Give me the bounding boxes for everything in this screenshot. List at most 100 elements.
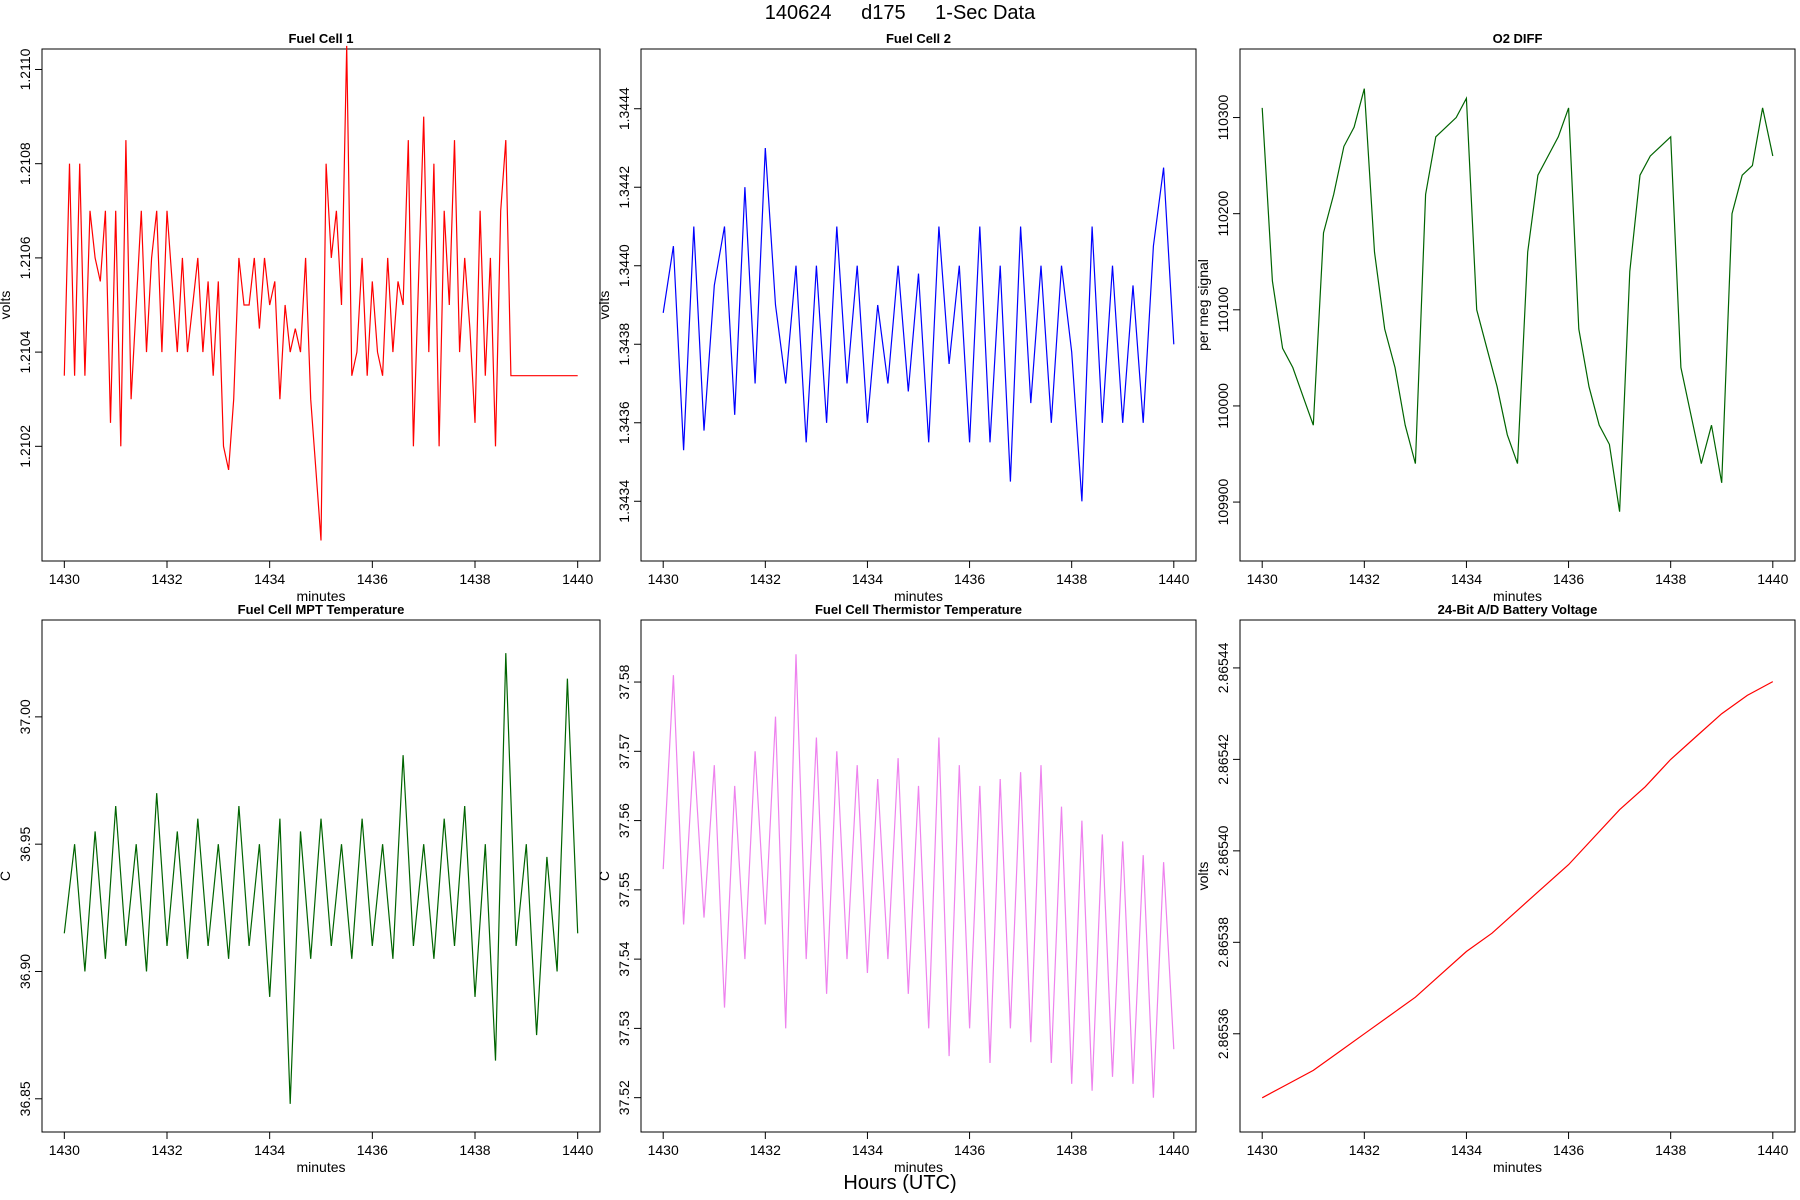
x-tick-label: 1430: [1247, 571, 1278, 587]
y-tick-label: 1.2108: [17, 142, 33, 185]
x-tick-label: 1440: [1757, 1142, 1788, 1158]
y-tick-label: 2.86538: [1215, 917, 1231, 968]
chart-panel-5: Fuel Cell Thermistor Temperature 1430 1432…: [596, 602, 1197, 1175]
y-axis-label: volts: [596, 291, 612, 320]
y-tick-label: 2.86540: [1215, 825, 1231, 876]
x-axis-label: minutes: [1493, 1159, 1542, 1175]
plot-frame: [1239, 619, 1796, 1133]
chart-title: Fuel Cell 1: [288, 31, 353, 46]
y-tick-label: 36.85: [17, 1081, 33, 1116]
x-tick-label: 1434: [1451, 1142, 1482, 1158]
x-axis-label: minutes: [296, 1159, 345, 1175]
figure-title: 140624 d175 1-Sec Data: [0, 2, 1800, 25]
x-tick-label: 1434: [852, 571, 883, 587]
y-tick-label: 36.95: [17, 826, 33, 861]
plot-frame: [41, 619, 601, 1133]
x-axis-label: minutes: [894, 1159, 943, 1175]
x-tick-label: 1432: [1349, 571, 1380, 587]
x-tick-label: 1436: [357, 571, 388, 587]
figure-title-date: 140624: [764, 2, 832, 24]
x-tick-label: 1438: [1056, 571, 1087, 587]
y-tick-label: 37.52: [616, 1080, 632, 1115]
x-tick-label: 1440: [1158, 1142, 1189, 1158]
y-tick-label: 37.54: [616, 941, 632, 976]
x-axis-label: minutes: [1493, 588, 1542, 604]
y-tick-label: 2.86542: [1215, 734, 1231, 785]
y-axis-label: C: [0, 871, 13, 881]
x-tick-label: 1438: [1655, 571, 1686, 587]
y-tick-label: 37.55: [616, 872, 632, 907]
x-tick-label: 1436: [1553, 1142, 1584, 1158]
x-tick-label: 1436: [954, 1142, 985, 1158]
y-tick-label: 1.3444: [616, 87, 632, 130]
x-tick-label: 1432: [1349, 1142, 1380, 1158]
y-tick-label: 1.3442: [616, 166, 632, 209]
y-tick-label: 37.56: [616, 803, 632, 838]
y-axis-label: per meg signal: [1195, 259, 1211, 351]
chart-panel-3: O2 DIFF 1430 1432 1434 1436 1438 1440 minutes 10…: [1195, 31, 1796, 604]
x-tick-label: 1434: [1451, 571, 1482, 587]
x-tick-label: 1432: [750, 1142, 781, 1158]
x-tick-label: 1436: [954, 571, 985, 587]
chart-title: Fuel Cell MPT Temperature: [238, 602, 405, 617]
x-tick-label: 1440: [1158, 571, 1189, 587]
chart-panel-6: 24-Bit A/D Battery Voltage 1430 1432 1434 14…: [1195, 602, 1796, 1175]
y-tick-label: 37.53: [616, 1011, 632, 1046]
y-tick-label: 37.58: [616, 664, 632, 699]
y-tick-label: 110100: [1215, 287, 1231, 333]
x-tick-label: 1436: [357, 1142, 388, 1158]
y-tick-label: 110200: [1215, 191, 1231, 237]
chart-title: O2 DIFF: [1493, 31, 1543, 46]
y-axis-label: volts: [1195, 862, 1211, 891]
figure-x-caption: Hours (UTC): [843, 1172, 957, 1194]
chart-panel-4: Fuel Cell MPT Temperature 1430 1432 1434 143…: [0, 602, 601, 1175]
series-line: [1261, 88, 1774, 512]
x-tick-label: 1438: [1655, 1142, 1686, 1158]
y-tick-label: 1.2106: [17, 236, 33, 279]
series-line: [1261, 681, 1774, 1099]
plot-frame: [41, 48, 601, 562]
y-tick-label: 2.86544: [1215, 642, 1231, 693]
x-tick-label: 1430: [49, 571, 80, 587]
chart-title: Fuel Cell Thermistor Temperature: [815, 602, 1022, 617]
x-tick-label: 1434: [852, 1142, 883, 1158]
figure-title-day: d175: [861, 2, 906, 24]
x-tick-label: 1434: [254, 571, 285, 587]
x-axis-label: minutes: [894, 588, 943, 604]
plot-frame: [1239, 48, 1796, 562]
x-tick-label: 1430: [648, 1142, 679, 1158]
y-tick-label: 1.2102: [17, 425, 33, 468]
x-tick-label: 1440: [1757, 571, 1788, 587]
x-axis-label: minutes: [296, 588, 345, 604]
plot-frame: [640, 619, 1197, 1133]
y-axis-label: volts: [0, 291, 13, 320]
x-tick-label: 1438: [459, 1142, 490, 1158]
series-line: [662, 654, 1175, 1098]
x-tick-label: 1430: [1247, 1142, 1278, 1158]
series-line: [662, 147, 1175, 502]
y-tick-label: 1.3438: [616, 323, 632, 366]
y-tick-label: 110300: [1215, 94, 1231, 140]
y-tick-label: 2.86536: [1215, 1008, 1231, 1059]
x-tick-label: 1438: [459, 571, 490, 587]
y-tick-label: 109900: [1215, 478, 1231, 525]
x-tick-label: 1432: [151, 571, 182, 587]
y-tick-label: 37.57: [616, 734, 632, 769]
series-line: [63, 45, 578, 541]
x-tick-label: 1432: [151, 1142, 182, 1158]
plot-frame: [640, 48, 1197, 562]
y-tick-label: 1.2104: [17, 330, 33, 373]
x-tick-label: 1430: [648, 571, 679, 587]
y-tick-label: 110000: [1215, 383, 1231, 429]
chart-title: Fuel Cell 2: [886, 31, 951, 46]
y-tick-label: 1.2110: [17, 48, 33, 90]
y-tick-label: 1.3434: [616, 480, 632, 523]
y-tick-label: 1.3436: [616, 401, 632, 444]
x-tick-label: 1440: [562, 571, 593, 587]
chart-panel-2: Fuel Cell 2 1430 1432 1434 1436 1438 1440 minut…: [596, 31, 1197, 604]
y-axis-label: C: [596, 871, 612, 881]
x-tick-label: 1432: [750, 571, 781, 587]
x-tick-label: 1436: [1553, 571, 1584, 587]
x-tick-label: 1430: [49, 1142, 80, 1158]
